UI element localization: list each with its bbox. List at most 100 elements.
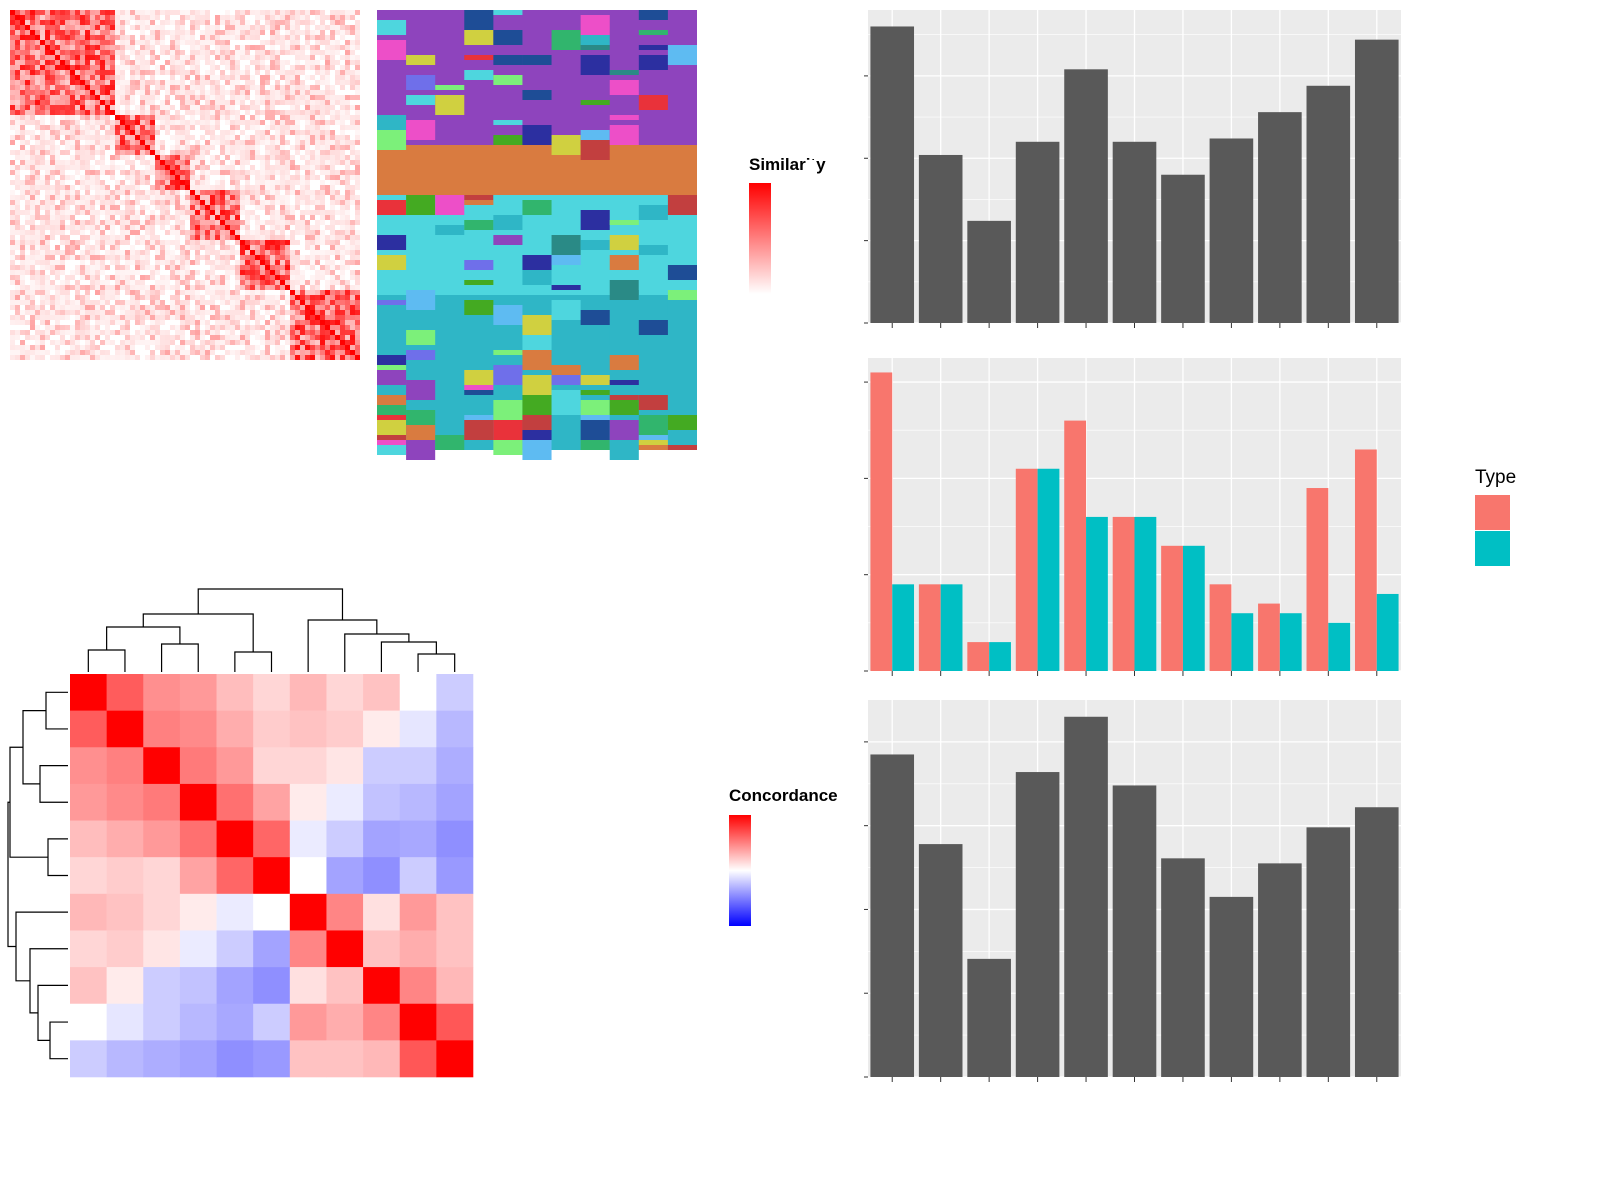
similarity-cell xyxy=(190,170,195,175)
similarity-cell xyxy=(230,290,235,295)
similarity-cell xyxy=(205,320,210,325)
similarity-cell xyxy=(185,260,190,265)
similarity-cell xyxy=(335,140,340,145)
similarity-cell xyxy=(50,60,55,65)
similarity-cell xyxy=(100,115,105,120)
similarity-cell xyxy=(145,305,150,310)
similarity-cell xyxy=(145,275,150,280)
similarity-cell xyxy=(100,95,105,100)
similarity-cell xyxy=(270,145,275,150)
similarity-cell xyxy=(170,340,175,345)
similarity-cell xyxy=(355,230,360,235)
concordance-cell xyxy=(399,967,437,1005)
similarity-cell xyxy=(40,145,45,150)
similarity-cell xyxy=(135,340,140,345)
similarity-cell xyxy=(175,150,180,155)
similarity-cell xyxy=(25,95,30,100)
similarity-cell xyxy=(145,35,150,40)
similarity-cell xyxy=(125,220,130,225)
similarity-cell xyxy=(140,260,145,265)
similarity-cell xyxy=(310,240,315,245)
similarity-cell xyxy=(220,280,225,285)
similarity-cell xyxy=(60,330,65,335)
similarity-cell xyxy=(20,250,25,255)
similarity-cell xyxy=(205,355,210,360)
similarity-cell xyxy=(60,100,65,105)
concordance-cell xyxy=(363,820,401,858)
similarity-cell xyxy=(150,340,155,345)
similarity-cell xyxy=(205,90,210,95)
similarity-cell xyxy=(285,125,290,130)
similarity-cell xyxy=(205,235,210,240)
similarity-cell xyxy=(60,180,65,185)
similarity-cell xyxy=(270,155,275,160)
similarity-cell xyxy=(225,15,230,20)
similarity-cell xyxy=(255,245,260,250)
similarity-cell xyxy=(165,215,170,220)
similarity-cell xyxy=(170,285,175,290)
similarity-cell xyxy=(300,200,305,205)
similarity-cell xyxy=(185,30,190,35)
similarity-cell xyxy=(25,290,30,295)
concordance-cell xyxy=(253,820,291,858)
similarity-cell xyxy=(280,85,285,90)
similarity-cell xyxy=(190,295,195,300)
similarity-cell xyxy=(10,190,15,195)
similarity-cell xyxy=(220,345,225,350)
similarity-cell xyxy=(210,200,215,205)
similarity-cell xyxy=(255,105,260,110)
similarity-cell xyxy=(135,300,140,305)
similarity-cell xyxy=(80,235,85,240)
similarity-cell xyxy=(345,135,350,140)
similarity-cell xyxy=(185,85,190,90)
similarity-cell xyxy=(85,75,90,80)
similarity-cell xyxy=(105,350,110,355)
similarity-cell xyxy=(55,30,60,35)
similarity-cell xyxy=(265,50,270,55)
similarity-cell xyxy=(210,105,215,110)
similarity-cell xyxy=(165,50,170,55)
similarity-cell xyxy=(325,305,330,310)
similarity-cell xyxy=(335,210,340,215)
similarity-cell xyxy=(270,210,275,215)
cluster-cell xyxy=(609,380,639,385)
similarity-cell xyxy=(340,175,345,180)
similarity-cell xyxy=(260,280,265,285)
similarity-cell xyxy=(80,305,85,310)
similarity-cell xyxy=(270,85,275,90)
similarity-cell xyxy=(280,15,285,20)
similarity-cell xyxy=(90,45,95,50)
similarity-cell xyxy=(340,310,345,315)
cluster-cell xyxy=(609,395,639,400)
similarity-cell xyxy=(215,310,220,315)
similarity-cell xyxy=(175,145,180,150)
similarity-cell xyxy=(50,185,55,190)
similarity-cell xyxy=(355,30,360,35)
similarity-cell xyxy=(115,145,120,150)
cluster-cell xyxy=(551,285,581,290)
similarity-cell xyxy=(60,335,65,340)
similarity-cell xyxy=(305,355,310,360)
similarity-cell xyxy=(240,280,245,285)
cluster-cell xyxy=(580,400,610,415)
similarity-cell xyxy=(35,50,40,55)
similarity-cell xyxy=(70,215,75,220)
similarity-cell xyxy=(120,100,125,105)
similarity-cell xyxy=(160,310,165,315)
cluster-cell xyxy=(638,270,668,290)
similarity-cell xyxy=(205,225,210,230)
similarity-cell xyxy=(15,165,20,170)
similarity-cell xyxy=(45,95,50,100)
concordance-cell xyxy=(143,783,181,821)
similarity-cell xyxy=(65,45,70,50)
similarity-cell xyxy=(85,245,90,250)
similarity-cell xyxy=(105,65,110,70)
bar-size-5 xyxy=(1086,516,1108,671)
similarity-cell xyxy=(285,205,290,210)
similarity-cell xyxy=(90,260,95,265)
similarity-cell xyxy=(260,55,265,60)
cluster-cell xyxy=(493,365,523,385)
bar-size-5 xyxy=(1231,613,1254,671)
similarity-cell xyxy=(305,315,310,320)
cluster-cell xyxy=(377,370,407,385)
